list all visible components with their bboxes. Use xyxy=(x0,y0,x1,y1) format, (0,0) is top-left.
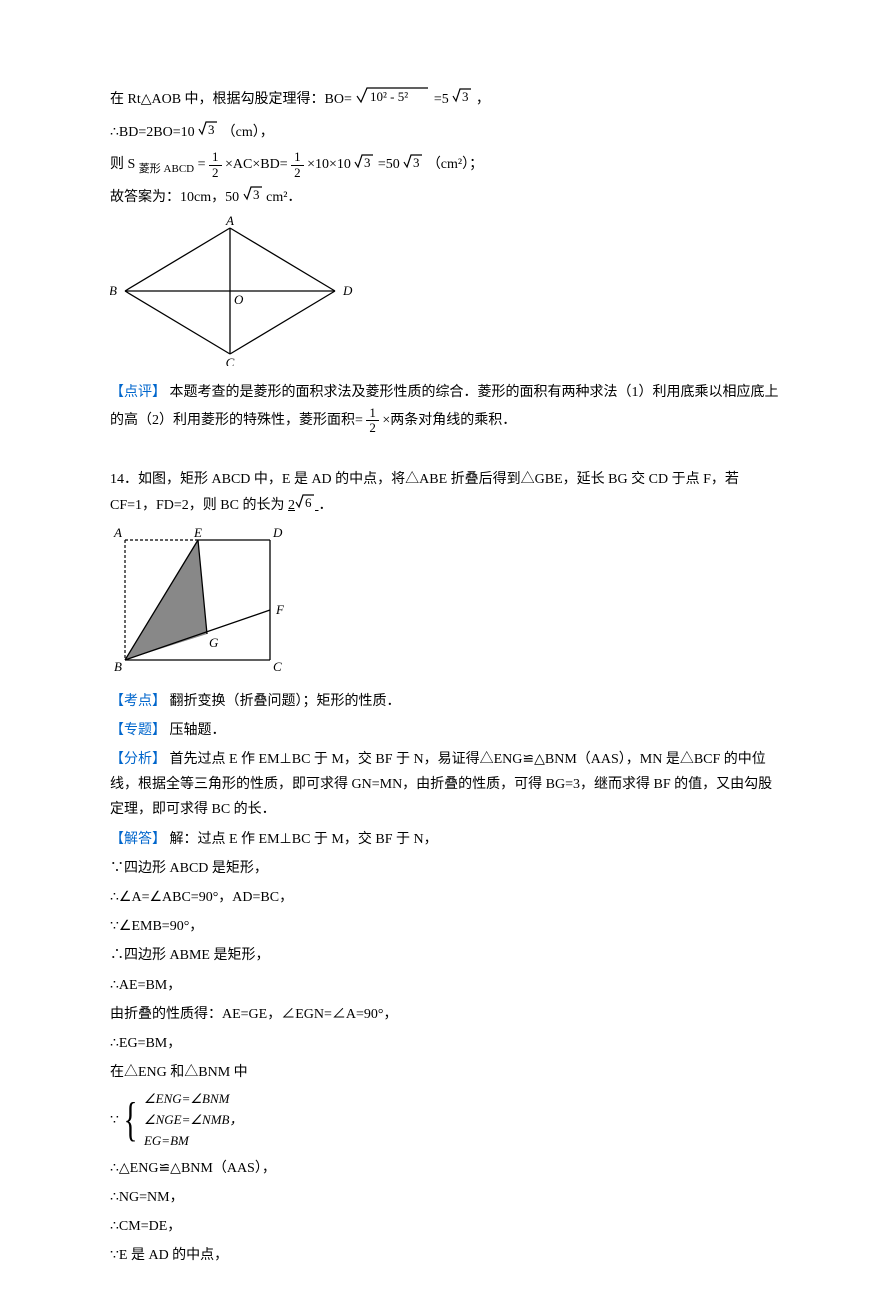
frac-half-1: 12 xyxy=(209,150,222,180)
sqrt-3-4: 3 xyxy=(403,152,423,179)
svg-text:O: O xyxy=(234,292,244,307)
p14-s6: 由折叠的性质得：AE=GE，∠EGN=∠A=90°， xyxy=(110,1002,782,1027)
p14-fx: 【分析】 首先过点 E 作 EM⊥BC 于 M，交 BF 于 N，易证得△ENG… xyxy=(110,747,782,823)
svg-text:B: B xyxy=(110,283,117,298)
p14-s4: ∴四边形 ABME 是矩形， xyxy=(110,943,782,968)
p14-s8: 在△ENG 和△BNM 中 xyxy=(110,1060,782,1085)
svg-text:3: 3 xyxy=(413,155,420,170)
brace-icon: { xyxy=(124,1101,138,1139)
svg-text:D: D xyxy=(272,525,283,540)
p14-s11: ∴CM=DE， xyxy=(110,1214,782,1239)
p14-s10: ∴NG=NM， xyxy=(110,1185,782,1210)
svg-text:3: 3 xyxy=(253,187,260,202)
svg-text:3: 3 xyxy=(208,122,215,137)
p14-s9: ∴△ENG≌△BNM（AAS）， xyxy=(110,1156,782,1181)
jd-label: 【解答】 xyxy=(110,832,166,847)
p13-line4: 故答案为：10cm，50 3 cm²． xyxy=(110,184,782,211)
spacer xyxy=(110,439,782,463)
p13-line1: 在 Rt△AOB 中，根据勾股定理得：BO= 10² - 5² =5 3 ， xyxy=(110,84,782,115)
p14-s7: ∴EG=BM， xyxy=(110,1031,782,1056)
brace-r1: ∠ENG=∠BNM xyxy=(144,1089,243,1110)
brace-r2: ∠NGE=∠NMB， xyxy=(144,1110,243,1131)
svg-text:3: 3 xyxy=(364,155,371,170)
p13-line2: ∴BD=2BO=10 3 （cm）， xyxy=(110,119,782,146)
svg-text:C: C xyxy=(273,659,282,674)
kd-label: 【考点】 xyxy=(110,694,166,709)
p14-kd: 【考点】 翻折变换（折叠问题）；矩形的性质． xyxy=(110,689,782,714)
svg-text:D: D xyxy=(342,283,353,298)
p14-s5: ∴AE=BM， xyxy=(110,973,782,998)
svg-text:A: A xyxy=(225,216,234,228)
brace-system: ∵ { ∠ENG=∠BNM ∠NGE=∠NMB， EG=BM xyxy=(110,1089,782,1151)
svg-text:C: C xyxy=(226,355,235,366)
p14-zt: 【专题】 压轴题． xyxy=(110,718,782,743)
svg-text:E: E xyxy=(193,525,202,540)
svg-text:3: 3 xyxy=(462,89,469,104)
svg-text:G: G xyxy=(209,635,219,650)
zt-label: 【专题】 xyxy=(110,723,166,738)
p14-s2: ∴∠A=∠ABC=90°，AD=BC， xyxy=(110,885,782,910)
sqrt-6: 6 xyxy=(295,492,315,519)
sqrt-3-1: 3 xyxy=(452,86,472,113)
sqrt-3-3: 3 xyxy=(354,152,374,179)
p14-jd: 【解答】 解：过点 E 作 EM⊥BC 于 M，交 BF 于 N， xyxy=(110,827,782,852)
rhombus-diagram: A B C D O xyxy=(110,216,782,375)
svg-text:F: F xyxy=(275,602,285,617)
brace-r3: EG=BM xyxy=(144,1131,243,1152)
sqrt-3-5: 3 xyxy=(243,184,263,211)
p13-line3: 则 S 菱形 ABCD = 12 ×AC×BD= 12 ×10×10 3 =50… xyxy=(110,150,782,180)
sqrt-expr-1: 10² - 5² xyxy=(355,84,430,115)
svg-text:A: A xyxy=(113,525,122,540)
p13-comment: 【点评】 本题考查的是菱形的面积求法及菱形性质的综合．菱形的面积有两种求法（1）… xyxy=(110,380,782,435)
comment-label: 【点评】 xyxy=(110,385,166,400)
svg-text:B: B xyxy=(114,659,122,674)
p14-s3: ∵∠EMB=90°， xyxy=(110,914,782,939)
frac-half-3: 12 xyxy=(366,406,379,436)
svg-text:6: 6 xyxy=(305,495,312,510)
sqrt-3-2: 3 xyxy=(198,119,218,146)
frac-half-2: 12 xyxy=(291,150,304,180)
sqrt-content-1: 10² - 5² xyxy=(370,89,408,104)
rect-diagram: A E D B C F G xyxy=(110,525,782,684)
p14-stem: 14．如图，矩形 ABCD 中，E 是 AD 的中点，将△ABE 折叠后得到△G… xyxy=(110,467,782,519)
p14-s12: ∵E 是 AD 的中点， xyxy=(110,1243,782,1268)
p14-s1: ∵四边形 ABCD 是矩形， xyxy=(110,856,782,881)
fx-label: 【分析】 xyxy=(110,752,166,767)
